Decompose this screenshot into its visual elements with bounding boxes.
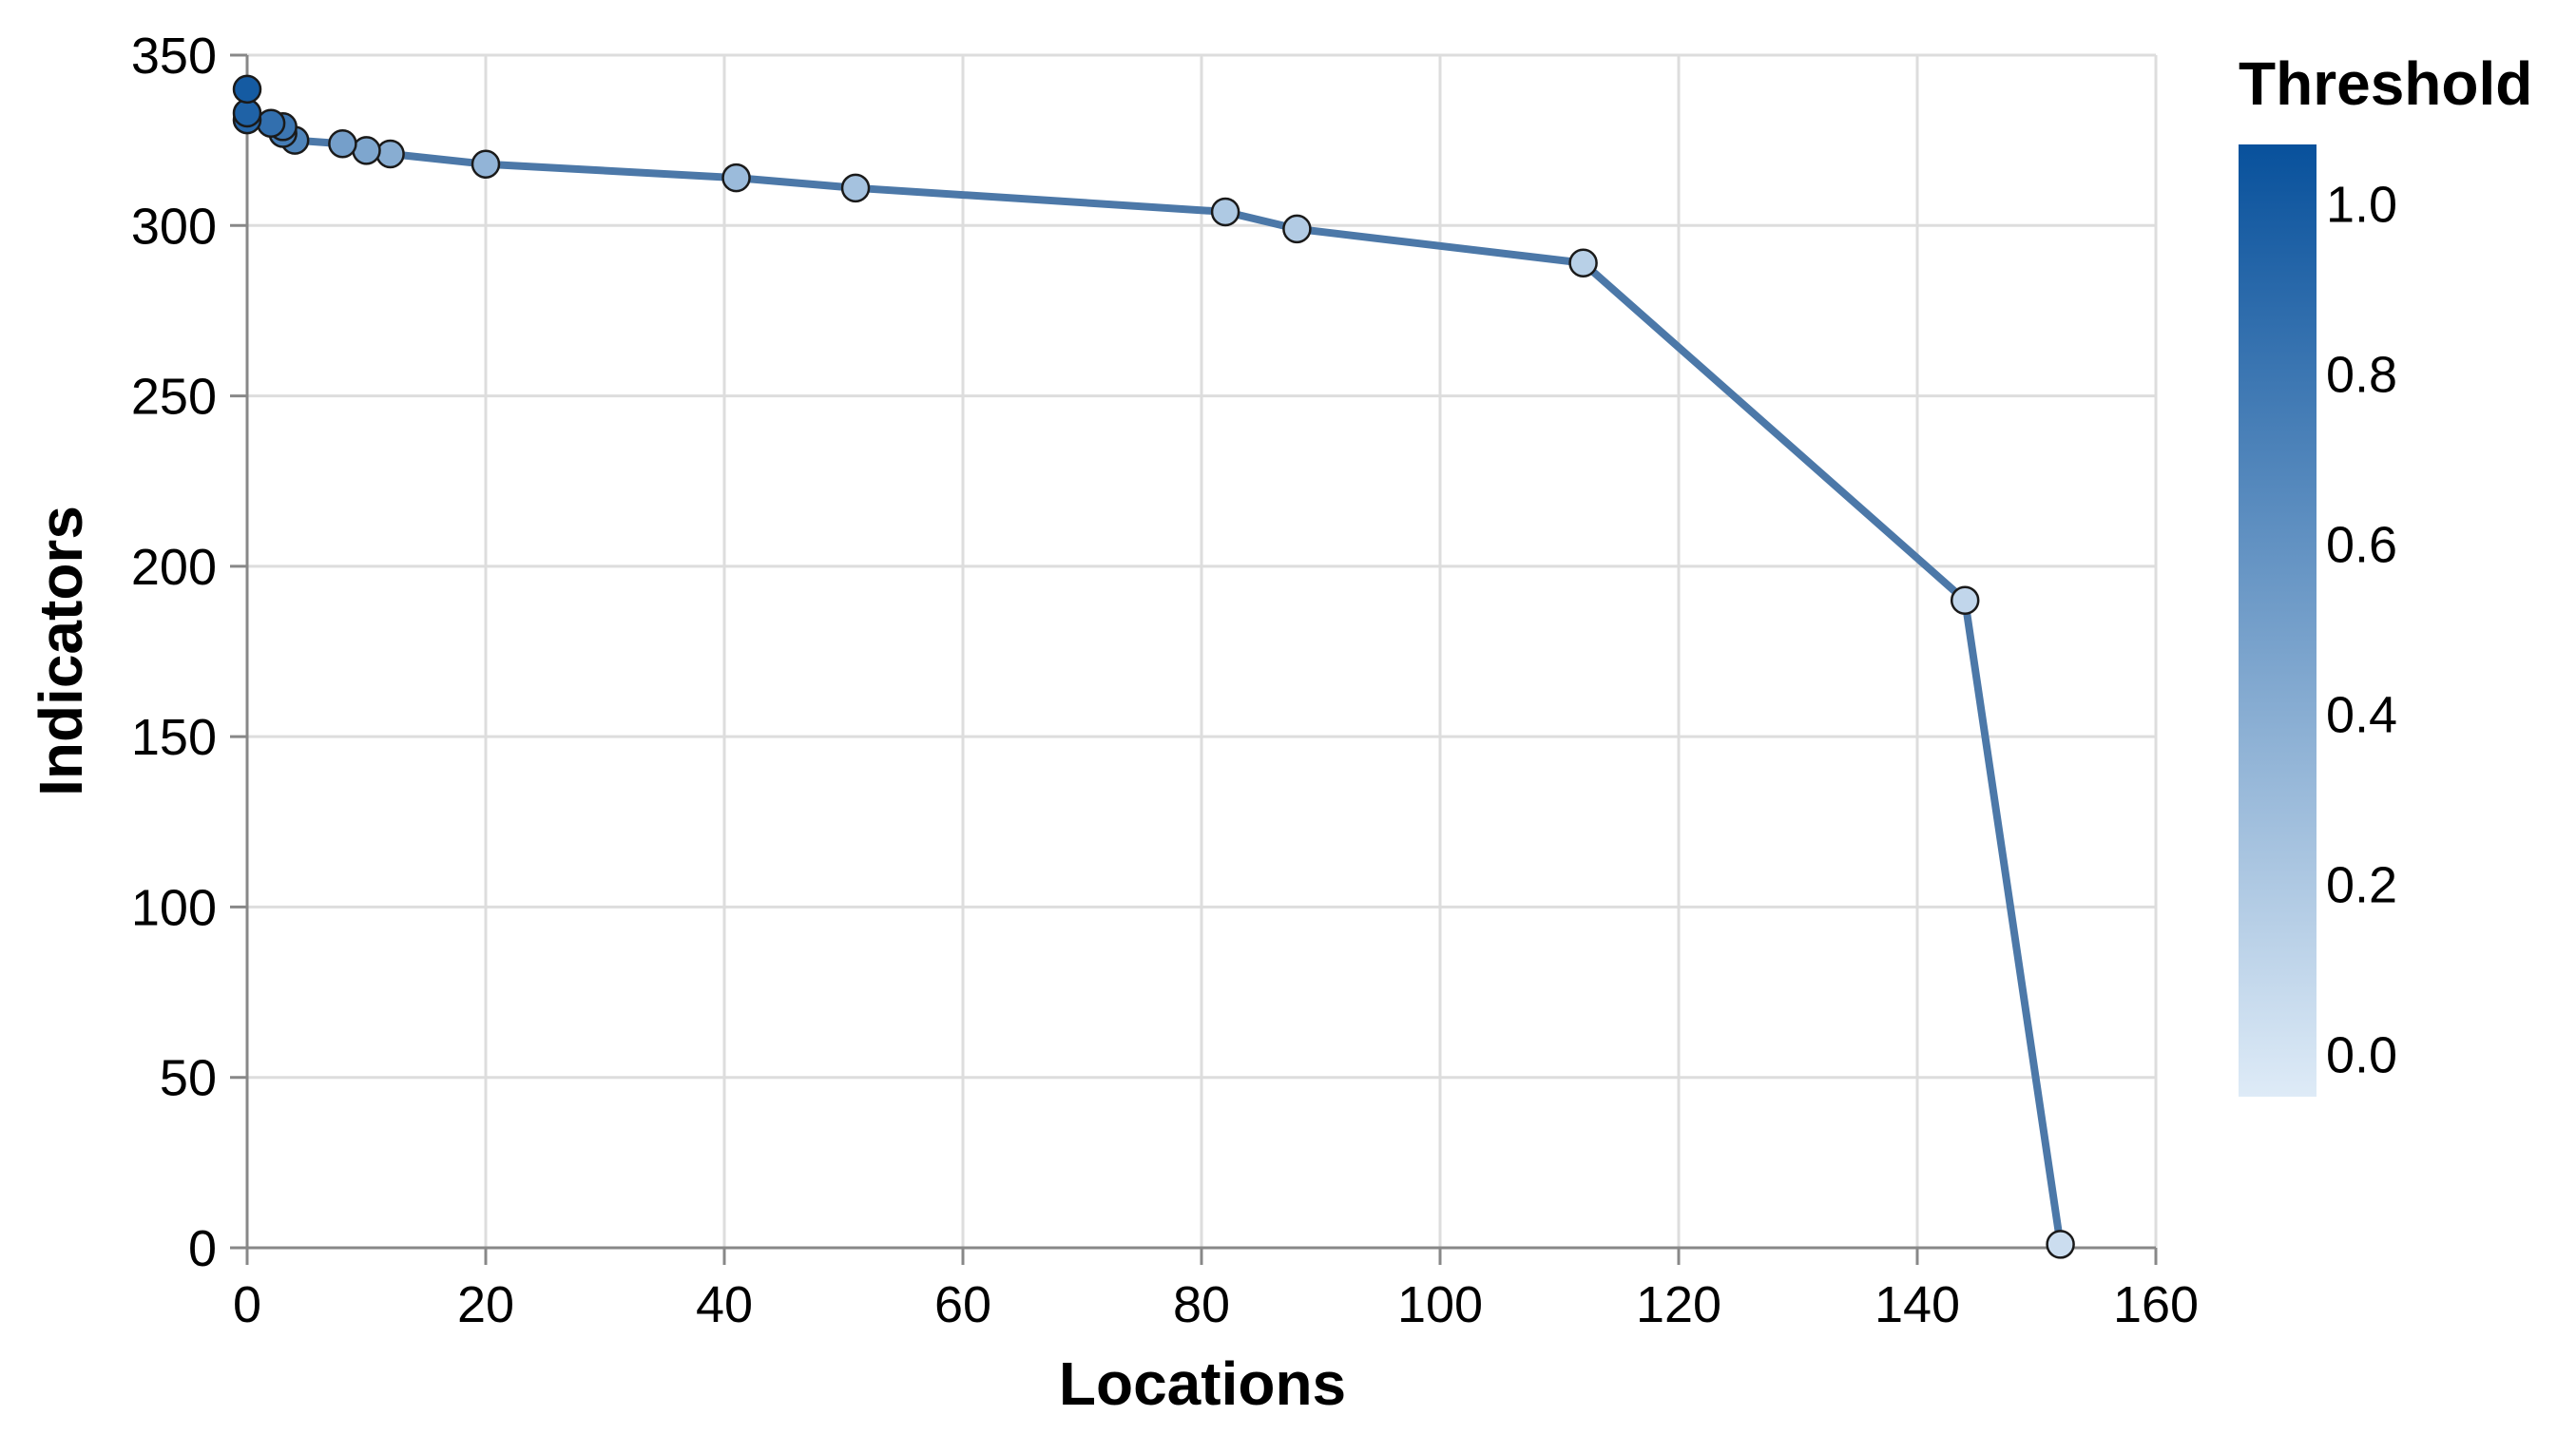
- series-line: [243, 88, 2065, 1245]
- data-point: [352, 136, 381, 165]
- y-tick-label: 250: [131, 369, 217, 426]
- data-point: [1282, 214, 1312, 244]
- y-tick-label: 300: [131, 198, 217, 255]
- y-tick-label: 350: [131, 28, 217, 85]
- legend: Threshold 0.0 0.2 0.4 0.6 0.8 1.0: [2239, 49, 2532, 1097]
- data-point: [840, 173, 871, 203]
- series: [232, 74, 2075, 1259]
- x-tick-label: 160: [2113, 1276, 2199, 1333]
- y-axis-title: Indicators: [27, 506, 95, 796]
- x-tick-label: 40: [696, 1276, 753, 1333]
- data-point: [256, 108, 286, 138]
- legend-gradient-bar: [2239, 144, 2316, 1097]
- x-tick-label: 0: [233, 1276, 261, 1333]
- data-point: [2046, 1230, 2075, 1259]
- data-point: [1568, 248, 1598, 277]
- data-point: [1210, 197, 1240, 227]
- x-tick-label: 140: [1874, 1276, 1960, 1333]
- y-tick-label: 150: [131, 709, 217, 766]
- legend-tick-label: 1.0: [2326, 177, 2397, 234]
- x-tick-label: 60: [934, 1276, 991, 1333]
- x-tick-label: 80: [1173, 1276, 1230, 1333]
- legend-tick-label: 0.6: [2326, 516, 2397, 573]
- data-point: [1950, 585, 1980, 615]
- x-tick-label: 100: [1397, 1276, 1483, 1333]
- y-tick-label: 100: [131, 879, 217, 936]
- legend-tick-label: 0.0: [2326, 1026, 2397, 1083]
- data-point: [721, 163, 751, 193]
- data-point: [232, 74, 262, 105]
- data-point: [328, 128, 357, 159]
- x-tick-label: 120: [1636, 1276, 1721, 1333]
- x-axis-title: Locations: [1059, 1349, 1346, 1418]
- data-point: [375, 139, 405, 169]
- legend-tick-label: 0.4: [2326, 686, 2397, 743]
- legend-tick-label: 0.2: [2326, 856, 2397, 913]
- y-tick-label: 200: [131, 539, 217, 596]
- legend-title: Threshold: [2239, 49, 2532, 118]
- legend-ticks: 0.0 0.2 0.4 0.6 0.8 1.0: [2326, 177, 2397, 1084]
- y-tick-label: 50: [160, 1050, 217, 1107]
- x-tick-label: 20: [457, 1276, 514, 1333]
- legend-tick-label: 0.8: [2326, 347, 2397, 404]
- data-point: [232, 98, 262, 128]
- y-tick-label: 0: [188, 1220, 217, 1277]
- grid: [245, 53, 2158, 1250]
- axes: 0 20 40 60 80 100 120 140 160 0 50 100 150 200 250 300 3…: [131, 28, 2199, 1333]
- data-point: [471, 149, 501, 179]
